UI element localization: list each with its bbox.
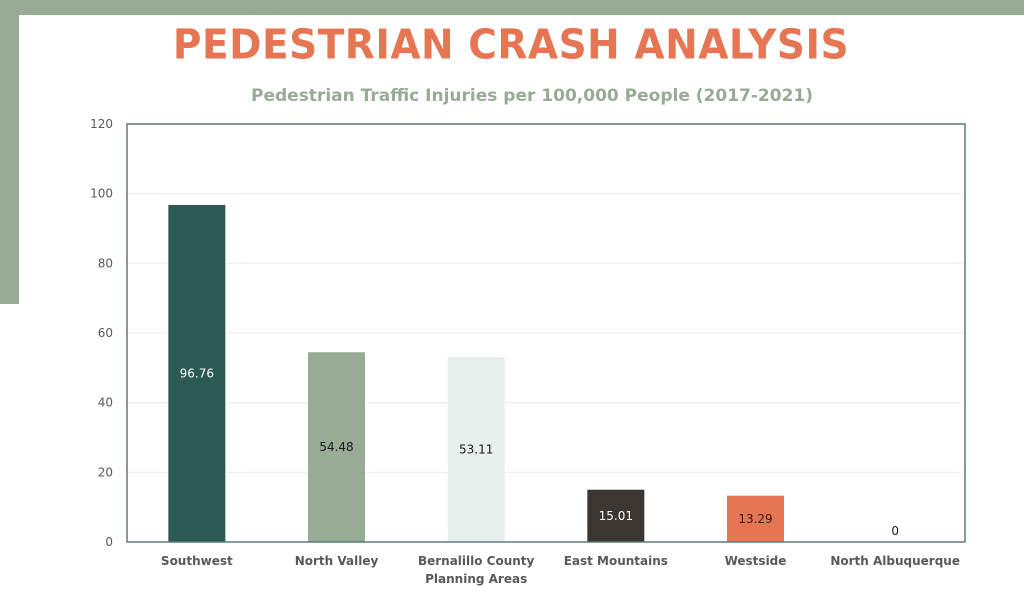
- page-title: PEDESTRIAN CRASH ANALYSIS: [172, 21, 850, 70]
- bar: [727, 495, 784, 542]
- bar: [447, 357, 505, 542]
- y-tick-label: 80: [98, 256, 113, 270]
- x-category-label: East Mountains: [564, 554, 668, 568]
- chart-title: Pedestrian Traffic Injuries per 100,000 …: [251, 86, 813, 106]
- data-label: 96.76: [180, 366, 214, 380]
- y-tick-label: 120: [90, 117, 113, 131]
- bar: [587, 489, 645, 542]
- bar: [168, 204, 226, 542]
- x-category-label: North Valley: [295, 554, 379, 568]
- left-accent-strip: [0, 0, 19, 304]
- data-label: 53.11: [459, 443, 493, 457]
- y-tick-label: 20: [98, 465, 113, 479]
- y-axis-ticks: 0 20 40 60 80 100 120: [90, 117, 113, 549]
- data-label: 0: [891, 524, 899, 538]
- y-tick-label: 60: [98, 326, 113, 340]
- top-accent-bar: [0, 0, 1024, 15]
- bars: [168, 204, 784, 542]
- data-label: 54.48: [319, 440, 353, 454]
- data-label: 13.29: [738, 512, 772, 526]
- x-category-label: North Albuquerque: [830, 554, 960, 568]
- x-category-label: Planning Areas: [425, 572, 527, 586]
- y-tick-label: 100: [90, 187, 113, 201]
- x-axis-categories: Southwest North Valley Bernalillo County Pl…: [161, 554, 960, 586]
- x-category-label: Bernalillo County: [418, 554, 535, 568]
- y-tick-label: 40: [98, 396, 113, 410]
- data-labels: 96.76 54.48 53.11 15.01 13.29 0: [180, 366, 899, 538]
- x-category-label: Southwest: [161, 554, 233, 568]
- y-tick-label: 0: [105, 535, 113, 549]
- data-label: 15.01: [599, 509, 633, 523]
- bar: [308, 352, 365, 542]
- x-category-label: Westside: [725, 554, 787, 568]
- plot-frame: [126, 123, 966, 543]
- gridlines: [127, 193, 965, 473]
